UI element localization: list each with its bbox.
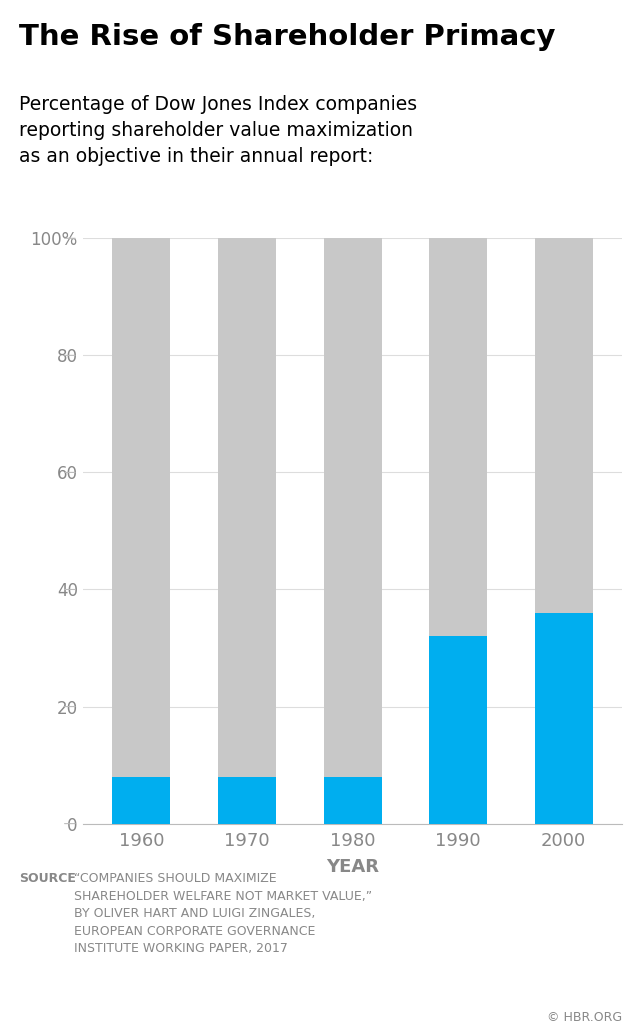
Text: “COMPANIES SHOULD MAXIMIZE
SHAREHOLDER WELFARE NOT MARKET VALUE,”
BY OLIVER HART: “COMPANIES SHOULD MAXIMIZE SHAREHOLDER W… xyxy=(74,872,372,955)
Bar xyxy=(324,238,381,777)
Text: The Rise of Shareholder Primacy: The Rise of Shareholder Primacy xyxy=(19,23,556,51)
Text: © HBR.ORG: © HBR.ORG xyxy=(547,1010,622,1024)
Bar xyxy=(429,636,487,824)
Bar xyxy=(429,238,487,636)
Bar xyxy=(535,613,593,824)
Bar xyxy=(535,238,593,613)
Bar xyxy=(112,238,171,777)
Bar xyxy=(324,777,381,824)
Text: Percentage of Dow Jones Index companies
reporting shareholder value maximization: Percentage of Dow Jones Index companies … xyxy=(19,95,417,166)
X-axis label: YEAR: YEAR xyxy=(326,858,379,876)
Bar xyxy=(218,238,276,777)
Text: SOURCE: SOURCE xyxy=(19,872,76,886)
Bar xyxy=(218,777,276,824)
Bar xyxy=(112,777,171,824)
